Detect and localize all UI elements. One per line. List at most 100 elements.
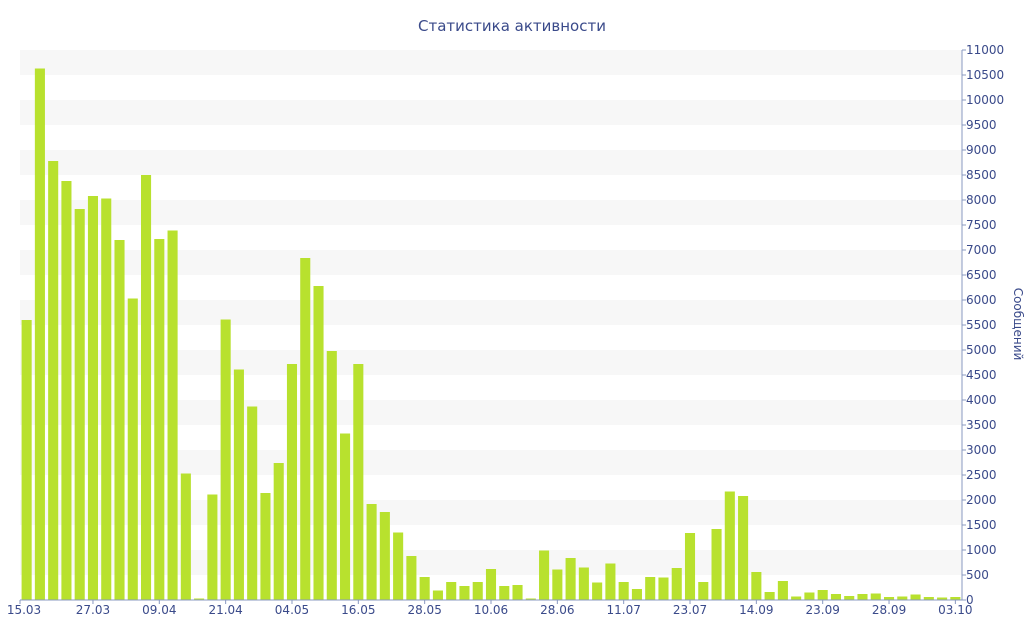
x-tick-label: 03.10: [938, 603, 972, 617]
y-tick-label: 4500: [966, 368, 997, 382]
y-tick-label: 11000: [966, 43, 1004, 57]
bar: [127, 298, 138, 600]
bar: [844, 596, 855, 600]
bar: [446, 582, 457, 600]
x-tick-label: 09.04: [142, 603, 176, 617]
bar: [472, 582, 483, 600]
bar: [552, 569, 563, 600]
bar: [923, 597, 934, 600]
bar: [141, 175, 152, 600]
bar: [910, 594, 921, 600]
bar: [791, 596, 802, 600]
bar: [326, 351, 337, 600]
x-tick-label: 14.09: [739, 603, 773, 617]
y-tick-label: 2500: [966, 468, 997, 482]
bar: [101, 198, 112, 600]
bar: [605, 563, 616, 600]
y-tick-label: 6500: [966, 268, 997, 282]
bar: [698, 582, 709, 600]
x-tick-label: 23.09: [806, 603, 840, 617]
bar: [419, 577, 430, 600]
bar: [273, 463, 284, 600]
bar: [379, 512, 390, 600]
bar: [512, 585, 523, 600]
bar: [167, 230, 178, 600]
bar: [950, 597, 961, 600]
y-tick-label: 9000: [966, 143, 997, 157]
bar: [220, 319, 231, 600]
bar: [578, 567, 589, 600]
y-tick-label: 3500: [966, 418, 997, 432]
bar: [684, 533, 696, 600]
x-axis: 15.03 27.03 09.04 21.04 04.05 16.05 28.05 10.06…: [7, 599, 973, 617]
y-tick-label: 1500: [966, 518, 997, 532]
bar: [61, 181, 72, 600]
grid-band: [20, 200, 962, 225]
bar: [751, 572, 762, 600]
chart-title: Статистика активности: [418, 17, 606, 35]
y-tick-label: 1000: [966, 543, 997, 557]
bar: [313, 286, 324, 600]
bar: [897, 596, 908, 600]
bar: [48, 161, 59, 600]
x-tick-label: 04.05: [275, 603, 309, 617]
y-tick-label: 7000: [966, 243, 997, 257]
bar: [631, 589, 642, 600]
y-tick-label: 7500: [966, 218, 997, 232]
bar: [618, 582, 629, 600]
bar: [777, 581, 788, 600]
bar: [817, 590, 828, 600]
bar: [539, 550, 550, 600]
bar: [724, 491, 735, 600]
bar: [592, 582, 603, 600]
x-tick-label: 23.07: [673, 603, 707, 617]
x-tick-label: 11.07: [606, 603, 640, 617]
bar: [207, 494, 218, 600]
y-tick-label: 3000: [966, 443, 997, 457]
bar: [883, 597, 895, 600]
x-tick-label: 10.06: [474, 603, 508, 617]
grid-band: [20, 100, 962, 125]
bar: [658, 577, 669, 600]
y-tick-label: 5500: [966, 318, 997, 332]
y-tick-label: 9500: [966, 118, 997, 132]
y-axis: 0 500 1000 1500 2000 2500 3000 3500 4000 4500 5000…: [961, 43, 1004, 607]
bar: [857, 594, 868, 600]
bar: [87, 196, 99, 600]
x-tick-label: 28.09: [872, 603, 906, 617]
bar: [565, 558, 576, 600]
bar: [366, 504, 377, 600]
bar: [154, 239, 165, 600]
x-tick-label: 16.05: [341, 603, 375, 617]
bar: [525, 598, 536, 600]
bars-group: [21, 68, 961, 600]
x-tick-label: 21.04: [208, 603, 242, 617]
bar: [393, 532, 404, 600]
bar: [74, 209, 85, 600]
bar: [34, 68, 45, 600]
bar: [353, 364, 364, 600]
bar: [485, 569, 497, 600]
y-tick-label: 4000: [966, 393, 997, 407]
bar: [804, 592, 815, 600]
y-tick-label: 500: [966, 568, 989, 582]
bar: [671, 568, 682, 600]
y-tick-label: 8000: [966, 193, 997, 207]
y-tick-label: 5000: [966, 343, 997, 357]
bar: [459, 586, 470, 600]
bar: [114, 240, 125, 600]
bar: [194, 598, 205, 600]
y-tick-label: 6000: [966, 293, 997, 307]
grid-band: [20, 50, 962, 75]
x-tick-label: 15.03: [7, 603, 41, 617]
bar: [870, 593, 881, 600]
bar: [499, 586, 510, 600]
bar: [764, 592, 775, 600]
bar: [738, 496, 749, 600]
y-tick-label: 2000: [966, 493, 997, 507]
bar: [233, 369, 244, 600]
bar: [286, 364, 298, 600]
x-tick-label: 28.06: [540, 603, 574, 617]
